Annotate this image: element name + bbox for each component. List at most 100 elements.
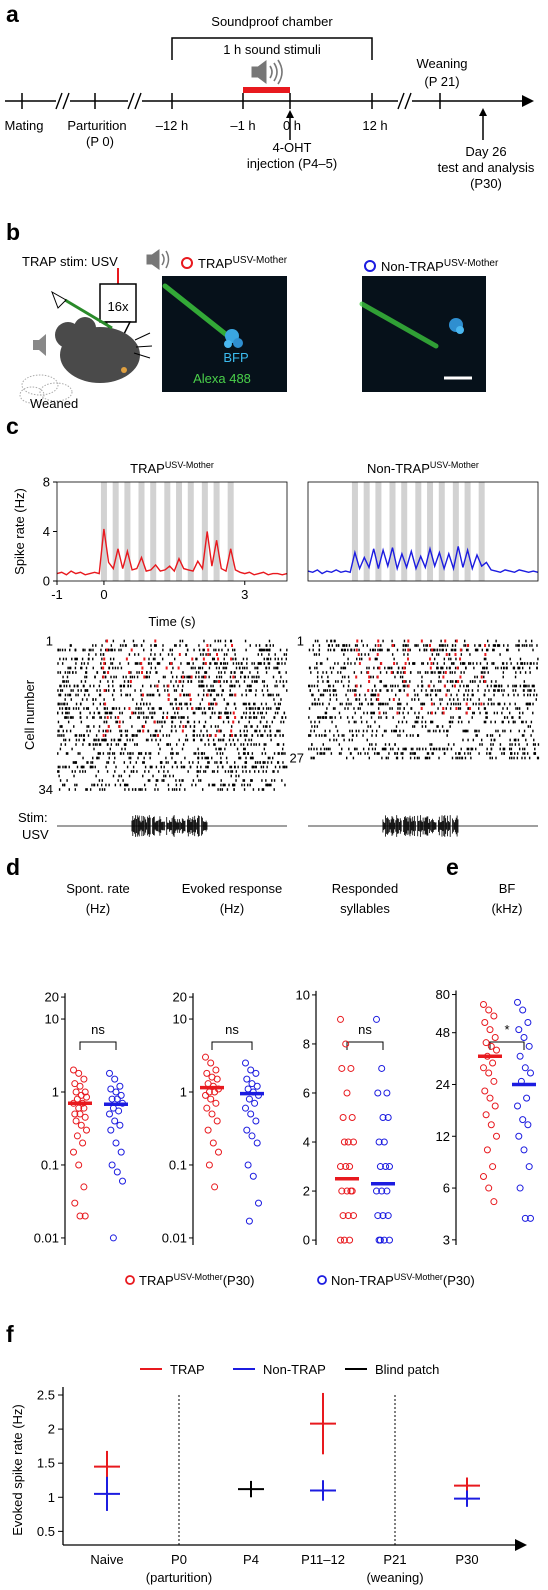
data-point <box>243 1126 251 1134</box>
spike-tick <box>478 698 480 701</box>
spike-tick <box>319 702 321 706</box>
label: TRAPUSV-Mother <box>130 460 214 476</box>
spike-tick <box>238 774 240 778</box>
spike-tick <box>156 684 159 688</box>
spike-tick <box>108 756 110 760</box>
spike-tick <box>486 747 488 751</box>
spike-tick <box>524 671 527 674</box>
spike-tick <box>326 639 328 643</box>
data-point <box>491 1034 499 1042</box>
spike-tick <box>448 720 451 724</box>
spike-tick <box>248 707 251 710</box>
spike-tick <box>70 716 73 719</box>
spike-tick <box>396 711 399 715</box>
spike-tick <box>144 765 147 769</box>
spike-tick <box>79 770 81 773</box>
spike-tick <box>60 689 62 692</box>
data-point <box>76 1110 84 1118</box>
spike-tick <box>459 716 461 719</box>
spike-tick <box>435 729 437 733</box>
spike-tick <box>379 671 382 674</box>
spike-tick <box>67 752 69 755</box>
spike-tick <box>250 716 252 719</box>
spike-tick <box>272 675 275 679</box>
spike-tick <box>272 770 274 773</box>
spike-tick <box>351 716 354 719</box>
spike-tick <box>186 675 188 679</box>
spike-tick <box>442 707 445 710</box>
spike-tick <box>497 666 499 670</box>
spike-tick <box>329 684 331 688</box>
spike-tick <box>182 693 185 697</box>
y-tick-label: 2 <box>48 1422 55 1437</box>
spike-tick <box>171 752 174 755</box>
spike-tick <box>529 725 532 728</box>
spike-tick <box>490 684 492 688</box>
spike-tick <box>57 702 59 706</box>
spike-tick <box>170 729 173 733</box>
spike-tick <box>69 648 71 652</box>
spike-tick <box>529 693 532 697</box>
spike-tick <box>446 644 449 647</box>
spike-tick <box>310 671 312 674</box>
spike-tick <box>432 662 435 665</box>
spike-tick <box>199 734 201 737</box>
spike-tick <box>167 653 170 656</box>
spike-tick <box>82 648 84 652</box>
spike-tick <box>407 684 410 688</box>
spike-tick <box>127 684 130 688</box>
data-point <box>491 1102 499 1110</box>
spike-tick <box>319 662 322 665</box>
spike-tick <box>421 720 423 724</box>
spike-tick <box>533 684 535 688</box>
spike-tick <box>99 689 101 692</box>
spike-tick <box>445 653 448 656</box>
stain-label: BFP <box>223 350 248 365</box>
spike-tick <box>405 747 407 751</box>
spike-tick <box>132 752 134 755</box>
spike-tick <box>350 648 352 652</box>
spike-tick <box>72 707 75 710</box>
spike-tick <box>515 738 517 742</box>
spike-tick <box>407 648 410 652</box>
spike-tick <box>429 743 431 746</box>
spike-tick <box>175 779 177 782</box>
spike-tick <box>417 671 419 674</box>
spike-tick <box>331 716 333 719</box>
spike-tick <box>354 644 357 647</box>
spike-tick <box>476 648 478 652</box>
spike-tick <box>167 743 169 746</box>
spike-tick <box>499 743 502 746</box>
data-point <box>520 1146 528 1154</box>
spike-tick <box>92 657 94 661</box>
spike-tick <box>250 779 252 782</box>
spike-tick <box>171 675 174 679</box>
spike-tick <box>441 648 443 652</box>
spike-tick <box>385 711 387 715</box>
data-point <box>81 1212 89 1220</box>
spike-tick <box>341 648 344 652</box>
data-point <box>72 1088 80 1096</box>
spike-tick <box>256 680 258 683</box>
spike-tick <box>371 729 374 733</box>
spike-tick <box>85 671 87 674</box>
spike-tick <box>251 765 253 769</box>
spike-tick <box>141 684 144 688</box>
data-point <box>117 1148 125 1156</box>
spike-tick <box>204 770 207 773</box>
spike-tick <box>214 662 216 665</box>
spike-tick <box>340 752 342 755</box>
spike-tick <box>374 657 376 661</box>
spike-tick <box>283 653 286 656</box>
spike-tick <box>459 756 461 760</box>
spike-tick <box>448 653 450 656</box>
spike-tick <box>227 770 230 773</box>
spike-tick <box>439 698 441 701</box>
significance-bracket <box>489 1041 525 1050</box>
spike-tick <box>273 788 275 791</box>
spike-tick <box>318 720 321 724</box>
data-point <box>384 1212 392 1220</box>
spike-tick <box>317 698 320 701</box>
spike-tick <box>459 684 461 688</box>
spike-tick <box>406 693 409 697</box>
